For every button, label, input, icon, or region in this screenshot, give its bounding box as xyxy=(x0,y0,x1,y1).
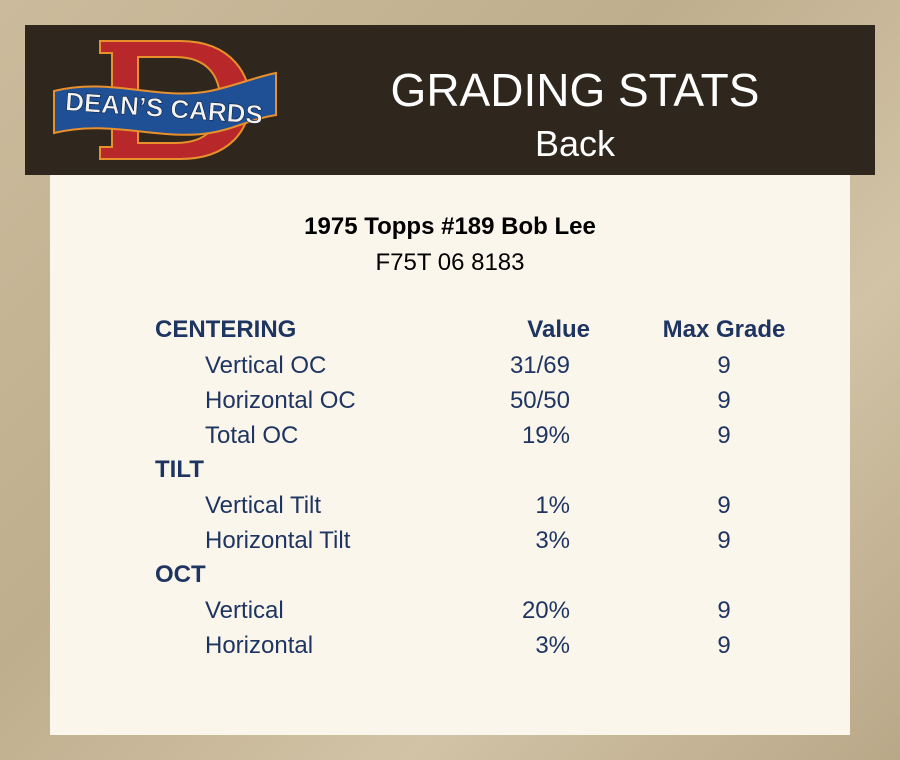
row-label: Horizontal xyxy=(205,632,314,659)
row-value: 3% xyxy=(535,527,570,554)
row-label: Vertical Tilt xyxy=(205,492,322,519)
row-max-grade: 9 xyxy=(717,387,731,414)
stats-panel: 1975 Topps #189 Bob Lee F75T 06 8183 CEN… xyxy=(50,175,850,735)
row-value: 50/50 xyxy=(509,387,570,414)
section-header-row: TILT xyxy=(50,456,850,486)
row-label: Horizontal Tilt xyxy=(205,527,351,554)
row-label: Total OC xyxy=(205,422,299,449)
row-label: Vertical xyxy=(205,597,284,624)
cert-number: F75T 06 8183 xyxy=(375,249,525,276)
value-column-header: Value xyxy=(527,316,590,343)
row-max-grade: 9 xyxy=(717,492,731,519)
table-row: Vertical Tilt 1% 9 xyxy=(50,492,850,522)
page-title: GRADING STATS xyxy=(390,64,760,116)
row-value: 1% xyxy=(535,492,570,519)
table-row: Vertical OC 31/69 9 xyxy=(50,352,850,382)
row-label: OCT xyxy=(155,561,206,588)
card-name: 1975 Topps #189 Bob Lee xyxy=(304,213,596,240)
table-row: Horizontal Tilt 3% 9 xyxy=(50,527,850,557)
row-value: 19% xyxy=(521,422,570,449)
row-value: 20% xyxy=(521,597,570,624)
row-value: 3% xyxy=(535,632,570,659)
row-max-grade: 9 xyxy=(717,352,731,379)
row-max-grade: 9 xyxy=(717,597,731,624)
row-max-grade: 9 xyxy=(717,527,731,554)
table-row: Horizontal OC 50/50 9 xyxy=(50,387,850,417)
section-header-row: CENTERING Value Max Grade xyxy=(50,316,850,346)
max-grade-column-header: Max Grade xyxy=(662,316,786,343)
row-label: TILT xyxy=(155,456,204,483)
table-row: Total OC 19% 9 xyxy=(50,422,850,452)
table-row: Vertical 20% 9 xyxy=(50,597,850,627)
table-row: Horizontal 3% 9 xyxy=(50,632,850,662)
row-max-grade: 9 xyxy=(717,632,731,659)
row-label: Vertical OC xyxy=(205,352,327,379)
deans-cards-logo: DEAN’S CARDS xyxy=(53,40,277,160)
section-header-row: OCT xyxy=(50,561,850,591)
row-label: Horizontal OC xyxy=(205,387,356,414)
row-max-grade: 9 xyxy=(717,422,731,449)
row-label: CENTERING xyxy=(155,316,297,343)
row-value: 31/69 xyxy=(509,352,570,379)
header-banner: DEAN’S CARDS GRADING STATS Back xyxy=(25,25,875,175)
page-subtitle: Back xyxy=(534,123,616,164)
